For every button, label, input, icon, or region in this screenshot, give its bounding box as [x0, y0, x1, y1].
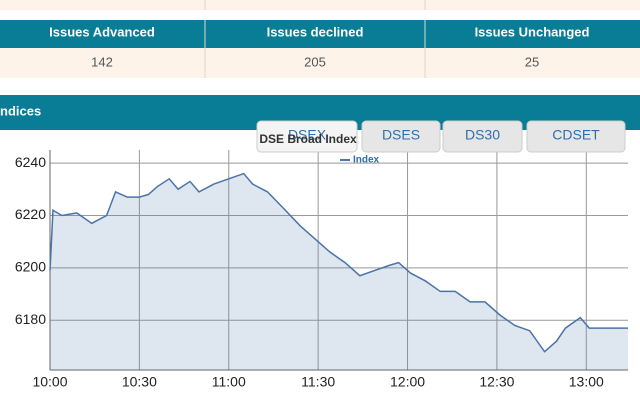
section-title: ndices — [0, 103, 41, 118]
tab[interactable] — [361, 120, 441, 153]
x-tick-label: 12:00 — [390, 374, 425, 390]
header-cell: Issues declined — [267, 24, 364, 39]
tab-label[interactable]: DSES — [382, 127, 420, 143]
y-tick-label: 6240 — [15, 154, 46, 170]
value-cell: 205 — [304, 54, 326, 69]
y-tick-label: 6220 — [15, 206, 46, 222]
tab-label[interactable]: DS30 — [465, 127, 500, 143]
y-tick-label: 6180 — [15, 311, 46, 327]
tab[interactable] — [526, 120, 626, 153]
tab[interactable] — [256, 120, 358, 153]
header-cell: Issues Unchanged — [475, 24, 590, 39]
x-tick-label: 11:00 — [212, 374, 246, 390]
legend-label: Index — [353, 155, 380, 166]
value-cell: 25 — [525, 54, 539, 69]
x-tick-label: 10:00 — [32, 374, 67, 390]
chart-title: DSE Broad Index — [259, 132, 357, 146]
table-row — [0, 48, 640, 78]
x-tick-label: 12:30 — [479, 374, 514, 390]
tabs: DSEX DSES DS30 CDSET — [256, 120, 626, 153]
area-fill — [50, 173, 628, 370]
line — [49, 172, 628, 353]
y-tick-label: 6200 — [15, 259, 46, 275]
x-tick-label: 10:30 — [122, 374, 157, 390]
tab-label[interactable]: DSEX — [288, 127, 327, 143]
tab[interactable] — [442, 120, 523, 153]
value-cell: 142 — [91, 54, 113, 69]
header-cell: Issues Advanced — [49, 24, 155, 39]
tab-label[interactable]: CDSET — [552, 127, 600, 143]
top-strip — [0, 0, 640, 10]
x-tick-label: 13:00 — [569, 374, 604, 390]
chart: 6180 6200 6220 6240 10:00 10:30 11:00 11:30 12:0… — [15, 150, 628, 390]
x-tick-label: 11:30 — [301, 374, 335, 390]
table-header — [0, 20, 640, 48]
